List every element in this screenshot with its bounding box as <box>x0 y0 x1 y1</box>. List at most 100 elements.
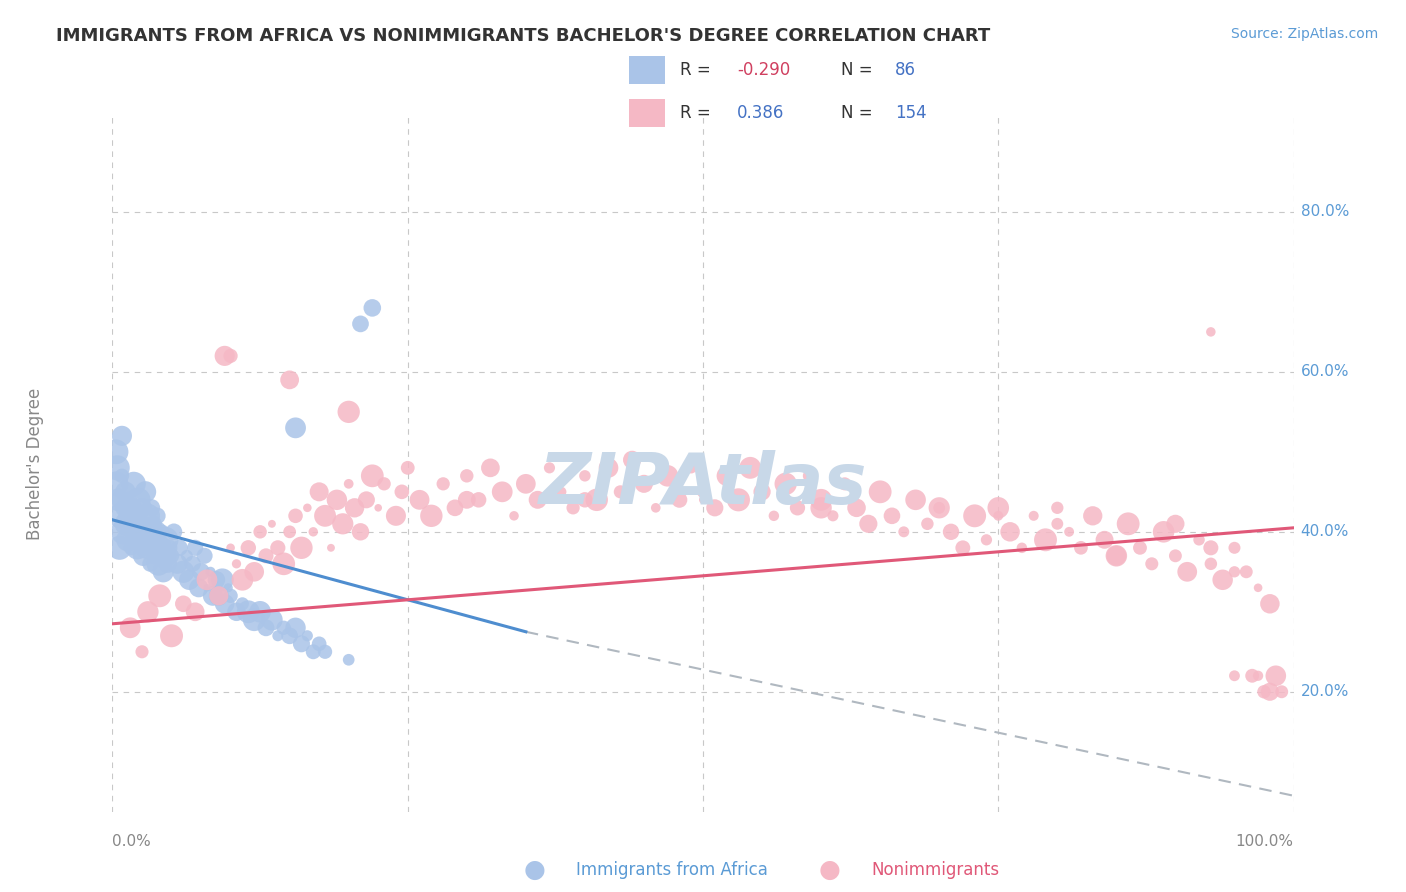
Point <box>987 508 1010 523</box>
Point <box>211 573 233 587</box>
Point <box>254 621 277 635</box>
Text: ●: ● <box>818 858 841 881</box>
Point <box>928 500 950 515</box>
Point <box>105 460 128 475</box>
Point <box>1046 516 1069 531</box>
Point <box>1070 541 1092 555</box>
Text: IMMIGRANTS FROM AFRICA VS NONIMMIGRANTS BACHELOR'S DEGREE CORRELATION CHART: IMMIGRANTS FROM AFRICA VS NONIMMIGRANTS … <box>56 27 990 45</box>
Point <box>786 500 808 515</box>
Point <box>124 524 146 539</box>
Point <box>127 541 149 555</box>
Point <box>574 468 596 483</box>
Point <box>201 589 224 603</box>
Point <box>219 541 242 555</box>
Point <box>135 484 157 499</box>
Point <box>118 492 141 507</box>
Text: R =: R = <box>679 61 710 78</box>
Point <box>1022 508 1045 523</box>
Point <box>181 557 204 571</box>
Point <box>356 492 378 507</box>
Point <box>467 492 489 507</box>
Point <box>762 508 785 523</box>
Point <box>963 508 986 523</box>
Point <box>1046 500 1069 515</box>
Point <box>491 484 513 499</box>
Text: 0.386: 0.386 <box>737 104 785 122</box>
Point <box>225 605 247 619</box>
Point <box>550 484 572 499</box>
Point <box>939 524 962 539</box>
Point <box>134 516 156 531</box>
Point <box>976 533 998 547</box>
Point <box>681 460 703 475</box>
Point <box>129 533 152 547</box>
Point <box>952 541 974 555</box>
Point <box>444 500 467 515</box>
Point <box>238 541 260 555</box>
Point <box>214 349 236 363</box>
Point <box>821 508 844 523</box>
Point <box>775 476 797 491</box>
Point <box>998 524 1021 539</box>
Point <box>904 492 927 507</box>
Point <box>187 581 209 595</box>
Point <box>260 516 283 531</box>
Point <box>503 508 526 523</box>
Point <box>1057 524 1080 539</box>
Point <box>217 581 239 595</box>
Point <box>111 468 134 483</box>
Point <box>115 516 138 531</box>
Point <box>1081 508 1104 523</box>
Point <box>195 573 218 587</box>
Point <box>408 492 430 507</box>
Point <box>917 516 939 531</box>
Point <box>278 629 301 643</box>
Point <box>166 557 188 571</box>
Point <box>190 565 212 579</box>
Point <box>108 541 131 555</box>
Point <box>169 541 191 555</box>
Point <box>1199 541 1222 555</box>
Point <box>273 621 295 635</box>
Point <box>243 613 266 627</box>
Point <box>125 508 148 523</box>
Point <box>1223 565 1246 579</box>
Text: N =: N = <box>841 104 873 122</box>
Point <box>1094 533 1116 547</box>
Point <box>302 645 325 659</box>
Point <box>349 317 371 331</box>
Point <box>574 492 596 507</box>
Point <box>1247 581 1270 595</box>
Text: N =: N = <box>841 61 873 78</box>
Text: Bachelor's Degree: Bachelor's Degree <box>27 388 44 540</box>
Point <box>149 541 172 555</box>
Point <box>284 621 307 635</box>
Point <box>149 589 172 603</box>
Point <box>633 476 655 491</box>
Point <box>727 492 749 507</box>
Point <box>120 621 142 635</box>
Point <box>1153 524 1175 539</box>
Point <box>127 492 149 507</box>
Point <box>156 557 179 571</box>
Bar <box>630 56 665 84</box>
Point <box>231 573 253 587</box>
Point <box>692 492 714 507</box>
Point <box>858 516 880 531</box>
Point <box>128 516 150 531</box>
Point <box>152 565 174 579</box>
Point <box>105 445 128 459</box>
Text: ZIPAtlas: ZIPAtlas <box>538 450 868 519</box>
Point <box>1212 573 1234 587</box>
Point <box>1199 325 1222 339</box>
Point <box>135 541 157 555</box>
Point <box>122 476 145 491</box>
Text: 80.0%: 80.0% <box>1301 204 1348 219</box>
Point <box>1035 533 1057 547</box>
Point <box>1223 669 1246 683</box>
Point <box>385 508 408 523</box>
Point <box>148 557 170 571</box>
Point <box>479 460 502 475</box>
Point <box>278 524 301 539</box>
Point <box>243 565 266 579</box>
